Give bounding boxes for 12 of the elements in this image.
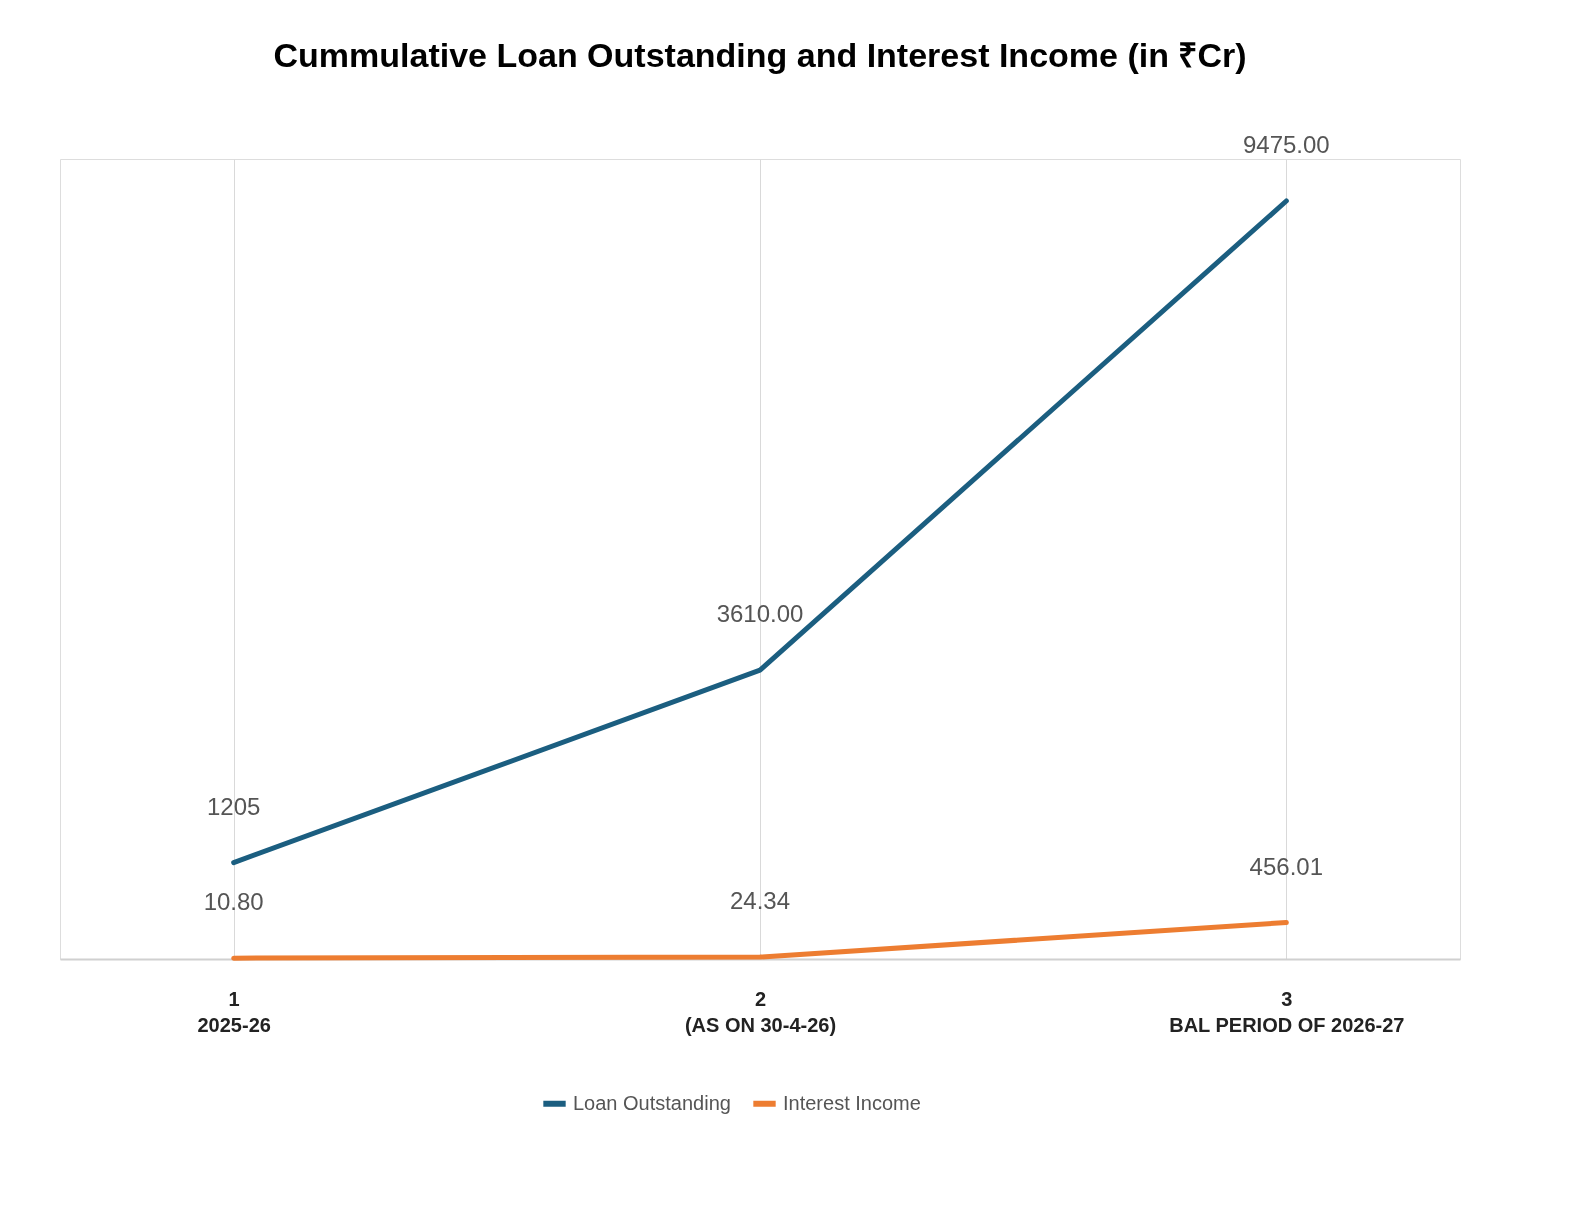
legend-label: Interest Income (783, 1091, 921, 1114)
chart-title: Cummulative Loan Outstanding and Interest Income (in ₹Cr) (273, 36, 1247, 74)
legend-label: Loan Outstanding (573, 1091, 731, 1114)
data-label: 9475.00 (1242, 131, 1330, 158)
x-tick-label: 1 2025-26 (197, 987, 271, 1036)
x-tick-label: 3 BAL PERIOD OF 2026-27 (1169, 987, 1405, 1036)
data-label: 3610.00 (716, 600, 804, 628)
data-label: 10.80 (203, 888, 264, 916)
data-label: 456.01 (1249, 852, 1324, 880)
data-label: 24.34 (729, 887, 791, 915)
data-label: 1205 (206, 792, 261, 820)
x-tick-label: 2 (AS ON 30-4-26) (684, 987, 837, 1036)
